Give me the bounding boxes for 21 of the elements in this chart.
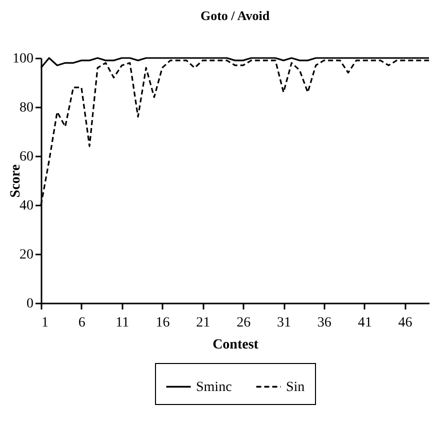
y-tick-label: 80 <box>20 100 34 116</box>
legend-label: Sin <box>286 380 305 395</box>
y-tick-label: 20 <box>20 248 34 262</box>
x-tick-label: 46 <box>398 316 412 330</box>
x-tick-label: 16 <box>156 316 170 330</box>
y-tick-label: 100 <box>12 52 34 66</box>
y-tick-label: 0 <box>26 296 34 312</box>
y-axis-title: Score <box>8 164 24 198</box>
y-tick-label: 40 <box>20 198 34 214</box>
x-tick-label: 1 <box>42 316 48 330</box>
y-tick-label: 60 <box>20 150 34 164</box>
x-tick-label: 6 <box>78 316 86 330</box>
legend-label: Sminc <box>196 380 232 395</box>
x-tick-label: 36 <box>317 316 332 330</box>
x-tick-label: 21 <box>196 316 210 330</box>
x-axis-title: Contest <box>212 338 259 352</box>
x-tick-label: 41 <box>358 316 372 330</box>
x-tick-label: 11 <box>116 316 130 330</box>
x-tick-label: 26 <box>236 316 251 330</box>
chart-title: Goto / Avoid <box>200 8 270 23</box>
x-tick-label: 31 <box>277 316 291 330</box>
